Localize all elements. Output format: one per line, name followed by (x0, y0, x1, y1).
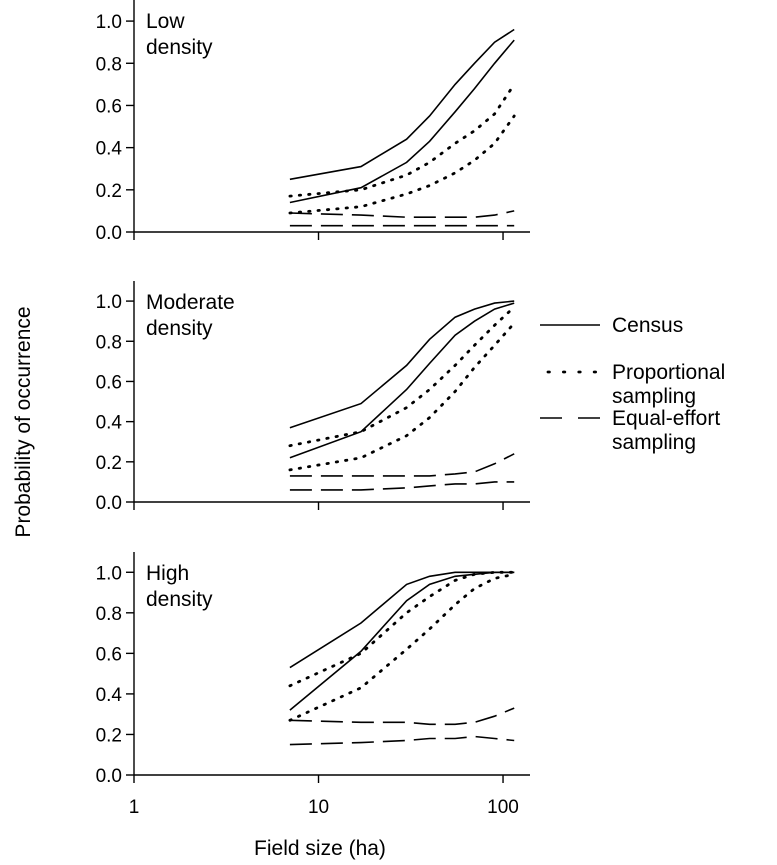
y-axis-title: Probability of occurrence (12, 306, 35, 537)
legend-label: Census (612, 314, 683, 337)
y-tick-label: 0.8 (96, 332, 122, 353)
y-tick-label: 1.0 (96, 563, 122, 584)
series-line-solid (289, 302, 515, 459)
x-tick-label: 10 (308, 797, 329, 818)
y-tick-label: 0.4 (96, 685, 123, 706)
panel-label: density (146, 36, 213, 59)
y-tick-label: 0.6 (96, 96, 122, 117)
panel-label: Moderate (146, 291, 235, 314)
legend-label: Equal-effort (612, 407, 720, 430)
y-tick-label: 0.2 (96, 453, 122, 474)
y-tick-label: 0.0 (96, 493, 122, 514)
legend-label: sampling (612, 431, 696, 454)
y-tick-label: 0.0 (96, 223, 122, 244)
panel-label: density (146, 317, 213, 340)
chart-panel-1: 0.0 0.2 0.4 0.6 0.8 1.0 Low density (96, 0, 530, 244)
series-line-dotted (288, 114, 516, 215)
x-tick-label: 1 (129, 797, 140, 818)
legend-label: sampling (612, 385, 696, 408)
y-tick-label: 0.6 (96, 644, 122, 665)
series-line-dashed (289, 481, 515, 491)
y-tick-label: 0.0 (96, 766, 122, 787)
legend: CensusProportionalsamplingEqual-effortsa… (540, 314, 725, 454)
x-axis-title: Field size (ha) (254, 837, 386, 860)
series-line-dashed (289, 707, 515, 726)
series-line-dashed (289, 210, 515, 218)
panel-label: density (146, 588, 213, 611)
series-line-solid (289, 300, 515, 429)
y-tick-label: 0.2 (96, 181, 122, 202)
panel-label: Low (146, 10, 185, 33)
series-line-dotted (288, 83, 516, 198)
x-tick-label: 100 (487, 797, 519, 818)
series-line-solid (289, 39, 515, 204)
series-line-dotted (288, 570, 516, 688)
series-line-dotted (288, 321, 516, 472)
y-tick-label: 1.0 (96, 292, 122, 313)
series-line-dotted (288, 305, 516, 448)
legend-item-solid: Census (540, 314, 683, 337)
y-tick-label: 1.0 (96, 12, 122, 33)
y-tick-label: 0.4 (96, 139, 123, 160)
y-tick-label: 0.8 (96, 604, 122, 625)
y-tick-label: 0.4 (96, 413, 123, 434)
chart-panels: 0.0 0.2 0.4 0.6 0.8 1.0 Low density 0.0 0.2 0.4 0.6… (96, 0, 530, 818)
legend-label: Proportional (612, 361, 725, 384)
y-tick-label: 0.2 (96, 725, 122, 746)
series-line-dashed (289, 735, 515, 746)
series-line-solid (289, 571, 515, 711)
chart-panel-3: 0.0 0.2 0.4 0.6 0.8 1.0 1 10 100 High density (96, 552, 530, 818)
chart-panel-2: 0.0 0.2 0.4 0.6 0.8 1.0 Moderate density (96, 281, 530, 514)
series-line-dashed (289, 453, 515, 477)
y-tick-label: 0.6 (96, 372, 122, 393)
y-tick-label: 0.8 (96, 54, 122, 75)
panel-label: High (146, 562, 189, 585)
series-line-solid (289, 28, 515, 181)
